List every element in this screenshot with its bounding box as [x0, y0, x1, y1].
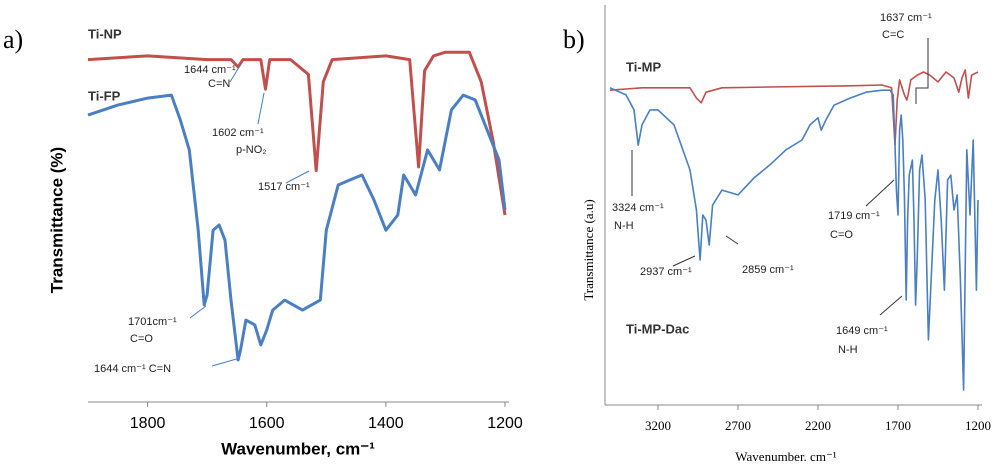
- annotation-arrow: [211, 357, 241, 367]
- panel-label: a): [3, 25, 23, 54]
- x-tick-label: 1700: [885, 418, 911, 433]
- annotation-arrow: [257, 92, 265, 125]
- annotation-arrow: [229, 63, 242, 83]
- annotation: C=O: [130, 333, 153, 345]
- x-tick-label: 3200: [645, 418, 671, 433]
- annotation: 1719 cm⁻¹: [828, 210, 880, 222]
- x-tick-label: 1200: [965, 418, 991, 433]
- x-tick-label: 1600: [249, 415, 285, 432]
- annotation: 3324 cm⁻¹: [612, 202, 664, 214]
- annotation-arrow: [189, 305, 207, 319]
- annotation: 1517 cm⁻¹: [258, 181, 310, 193]
- x-tick-label: 1200: [487, 415, 523, 432]
- series-label: Ti-NP: [88, 26, 122, 41]
- annotation: C=N: [208, 78, 230, 90]
- annotation-arrow: [285, 170, 310, 184]
- annotation-arrow: [725, 235, 739, 245]
- annotation: 1644 cm⁻¹: [184, 64, 236, 76]
- annotation: 1644 cm⁻¹ C=N: [94, 363, 171, 375]
- annotation: 1701cm⁻¹: [128, 316, 177, 328]
- annotation: N-H: [838, 344, 858, 356]
- annotation-arrow: [879, 295, 903, 316]
- x-tick-label: 1800: [130, 415, 166, 432]
- spectrum-line: [609, 87, 979, 391]
- series-label: Ti-MP: [626, 59, 661, 74]
- annotation: p-NO₂: [236, 144, 267, 156]
- annotation-arrow: [672, 255, 696, 267]
- series-label: Ti-MP-Dac: [626, 321, 689, 336]
- annotation: 2859 cm⁻¹: [742, 264, 794, 276]
- x-tick-label: 1400: [368, 415, 404, 432]
- spectrum-line: [609, 69, 979, 146]
- spectrum-line: [87, 50, 507, 216]
- annotation: 1649 cm⁻¹: [836, 325, 888, 337]
- annotation: 2937 cm⁻¹: [640, 266, 692, 278]
- spectrum-line: [87, 93, 507, 362]
- series-label: Ti-FP: [88, 88, 121, 103]
- x-tick-label: 2700: [725, 418, 751, 433]
- x-axis-label: Wavenumber. cm⁻¹: [735, 449, 837, 464]
- panel-label: b): [563, 25, 585, 54]
- bracket: [915, 38, 929, 104]
- annotation: C=C: [882, 29, 904, 41]
- y-axis-label: Transmittance (a.u): [581, 199, 596, 300]
- panel: b) 3200 2700 2200 1700 1200 Wavenumber. cm⁻¹ Tr…: [563, 5, 991, 464]
- x-tick-label: 2200: [805, 418, 831, 433]
- annotation: C=O: [830, 229, 853, 241]
- annotation: N-H: [614, 220, 634, 232]
- annotation: 1637 cm⁻¹: [880, 12, 932, 24]
- y-axis-label: Transmittance (%): [47, 147, 66, 293]
- annotation: 1602 cm⁻¹: [212, 127, 264, 139]
- panel: a) 1800 1600 1400 1200 Wavenumber, cm⁻¹ Transm…: [3, 25, 523, 459]
- x-axis-label: Wavenumber, cm⁻¹: [221, 439, 375, 458]
- annotation-arrow: [865, 179, 895, 207]
